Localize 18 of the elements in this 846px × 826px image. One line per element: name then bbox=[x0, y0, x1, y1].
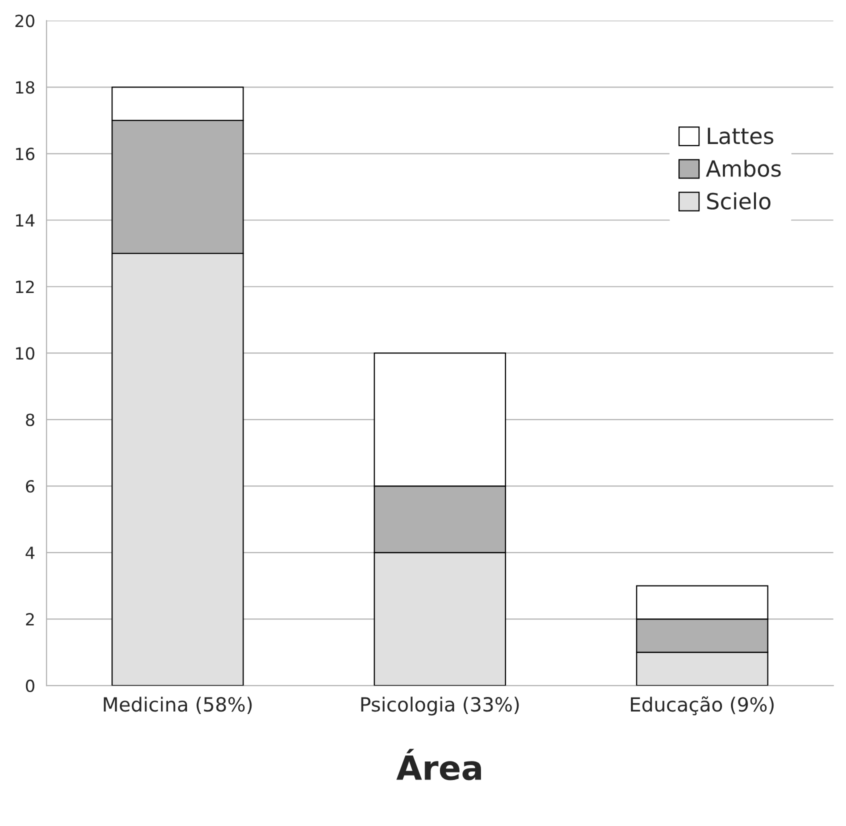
x-tick-label: Medicina (58%) bbox=[104, 696, 252, 714]
y-tick-label: 16 bbox=[16, 148, 34, 160]
y-tick-label: 10 bbox=[16, 347, 34, 360]
y-tick-label: 8 bbox=[26, 414, 34, 426]
x-axis-title: Área bbox=[396, 748, 481, 780]
y-tick-label: 2 bbox=[26, 613, 34, 626]
legend-label: Ambos bbox=[706, 160, 781, 177]
y-tick-label: 6 bbox=[26, 480, 34, 493]
y-tick-label: 12 bbox=[16, 280, 34, 293]
x-tick-label: Educação (9%) bbox=[630, 696, 774, 716]
y-tick-label: 18 bbox=[16, 81, 34, 94]
legend-label: Scielo bbox=[707, 192, 770, 210]
legend-label: Lattes bbox=[708, 128, 774, 144]
y-tick-label: 0 bbox=[26, 680, 34, 692]
y-tick-label: 20 bbox=[15, 14, 34, 28]
y-tick-label: 4 bbox=[26, 546, 34, 559]
x-tick-label: Psicologia (33%) bbox=[361, 696, 519, 716]
y-tick-label: 14 bbox=[16, 214, 34, 226]
